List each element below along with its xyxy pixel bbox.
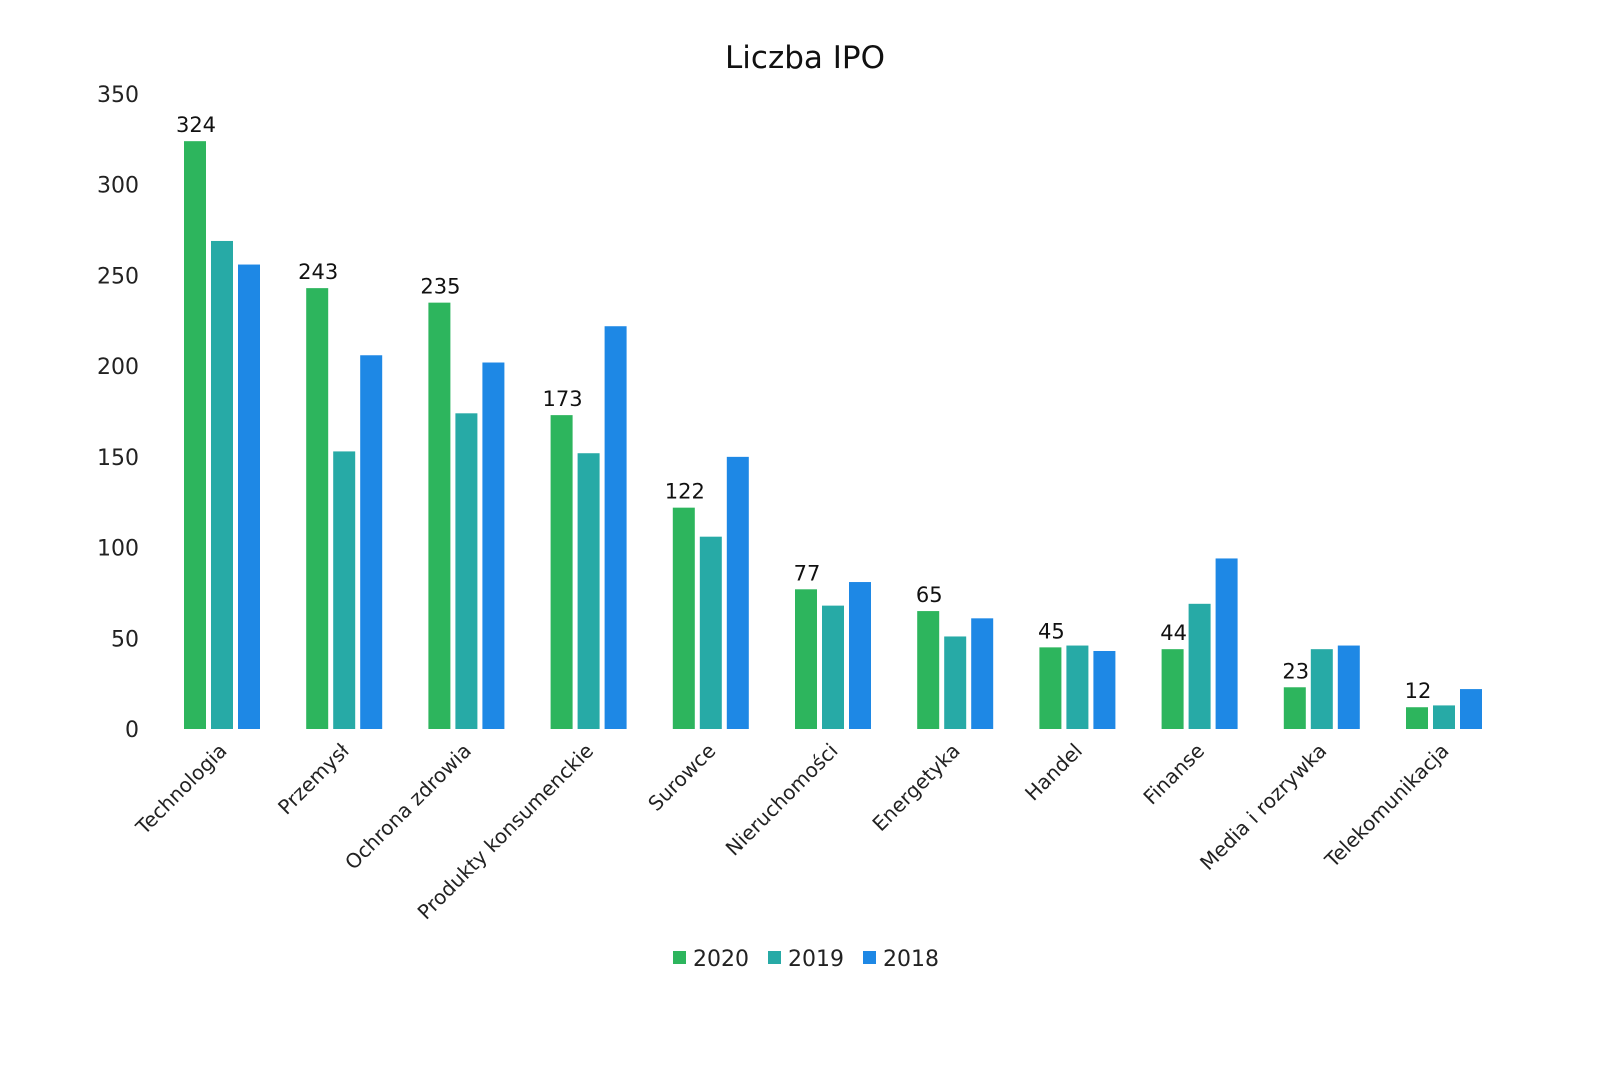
bar-2018 xyxy=(604,326,627,729)
data-label-2020: 324 xyxy=(176,113,216,137)
bar-2020 xyxy=(1283,687,1306,729)
x-tick-label: Energetyka xyxy=(867,739,964,836)
bar-2018 xyxy=(1215,558,1238,729)
legend-swatch-2020 xyxy=(673,951,686,964)
y-axis: 0 50 100 150 200 250 300 350 xyxy=(97,83,139,743)
legend-label-2019: 2019 xyxy=(788,947,844,972)
y-tick-label: 100 xyxy=(97,537,139,562)
bar-2018 xyxy=(482,362,505,729)
bar-2020 xyxy=(428,302,451,729)
bar-2018 xyxy=(971,618,994,729)
bar-2019 xyxy=(333,451,356,729)
data-labels: 324 243 235 173 122 77 65 45 44 23 12 xyxy=(176,113,1431,703)
y-tick-label: 300 xyxy=(97,174,139,199)
bar-2019 xyxy=(1188,603,1211,729)
y-tick-label: 0 xyxy=(125,718,139,743)
bar-2020 xyxy=(184,141,206,729)
legend-label-2018: 2018 xyxy=(883,947,939,972)
bar-2019 xyxy=(1310,649,1333,729)
bar-2019 xyxy=(455,413,478,729)
data-label-2020: 235 xyxy=(420,275,460,299)
bars xyxy=(184,141,1482,729)
x-tick-label: Przemysł xyxy=(273,738,354,819)
x-tick-label: Finanse xyxy=(1138,739,1209,810)
bar-2018 xyxy=(726,456,749,729)
bar-2018 xyxy=(360,355,383,729)
x-tick-label: Ochrona zdrowia xyxy=(340,739,476,875)
x-tick-label: Technologia xyxy=(130,739,231,840)
bar-2018 xyxy=(1337,645,1360,729)
data-label-2020: 65 xyxy=(916,583,943,607)
bar-2018 xyxy=(238,264,260,729)
bar-2019 xyxy=(1433,705,1455,729)
y-tick-label: 50 xyxy=(111,627,139,652)
data-label-2020: 243 xyxy=(298,260,338,284)
chart-title: Liczba IPO xyxy=(725,40,885,76)
data-label-2020: 23 xyxy=(1282,659,1309,683)
bar-2018 xyxy=(1460,689,1482,729)
bar-2018 xyxy=(849,582,871,729)
data-label-2020: 173 xyxy=(543,387,583,411)
data-label-2020: 77 xyxy=(794,561,821,585)
bar-2020 xyxy=(306,288,329,729)
y-tick-label: 150 xyxy=(97,446,139,471)
y-tick-label: 350 xyxy=(97,83,139,108)
bar-2019 xyxy=(944,636,967,729)
bar-2018 xyxy=(1093,650,1116,729)
bar-2020 xyxy=(672,507,695,729)
data-label-2020: 122 xyxy=(665,480,705,504)
data-label-2020: 45 xyxy=(1038,619,1065,643)
bar-2020 xyxy=(795,589,817,729)
x-tick-label: Surowce xyxy=(643,739,720,816)
bar-2020 xyxy=(1161,649,1184,729)
bar-2019 xyxy=(699,536,722,729)
data-label-2020: 44 xyxy=(1160,621,1187,645)
bar-2020 xyxy=(917,611,940,729)
y-tick-label: 200 xyxy=(97,355,139,380)
legend-swatch-2018 xyxy=(863,951,876,964)
bar-2020 xyxy=(1406,707,1428,729)
legend-label-2020: 2020 xyxy=(693,947,749,972)
x-tick-label: Handel xyxy=(1020,739,1087,806)
y-tick-label: 250 xyxy=(97,264,139,289)
legend: 2020 2019 2018 xyxy=(673,947,939,972)
x-tick-label: Nieruchomości xyxy=(721,739,843,861)
bar-2019 xyxy=(211,240,233,729)
bar-2020 xyxy=(1039,647,1062,729)
data-label-2020: 12 xyxy=(1405,679,1432,703)
x-tick-label: Media i rozrywka xyxy=(1195,739,1331,875)
bar-2019 xyxy=(577,453,600,729)
bar-2020 xyxy=(550,415,573,729)
bar-2019 xyxy=(1066,645,1089,729)
x-tick-label: Telekomunikacja xyxy=(1319,739,1453,873)
bar-2019 xyxy=(822,605,844,729)
legend-swatch-2019 xyxy=(768,951,781,964)
